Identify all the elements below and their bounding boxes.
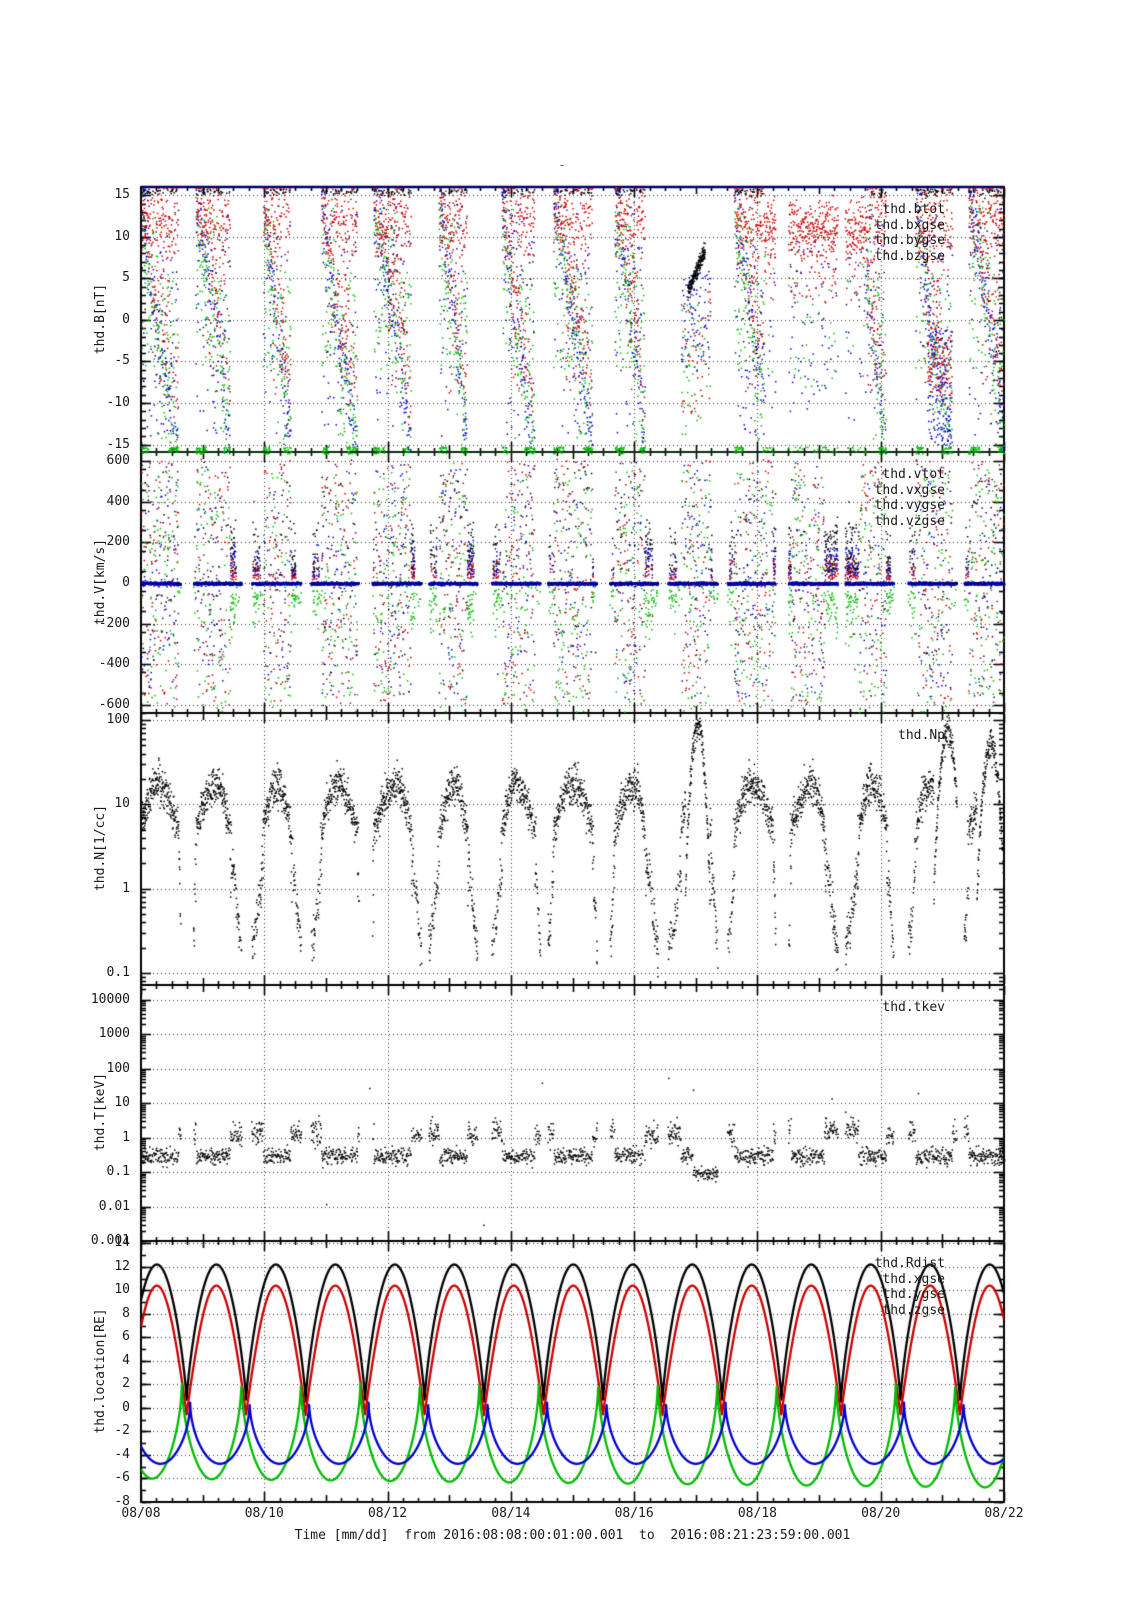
- y-tick-label: 1: [122, 880, 130, 896]
- x-tick-label: 08/14: [491, 1506, 531, 1521]
- y-tick-label: -4: [114, 1446, 130, 1462]
- y-tick-label: 0: [122, 311, 130, 327]
- legend-entry: thd.tkev: [882, 1000, 945, 1015]
- y-tick-label: 14: [114, 1235, 130, 1251]
- y-tick-label: 5: [122, 270, 130, 286]
- y-tick-label: 400: [106, 493, 130, 509]
- y-tick-label: -400: [98, 656, 130, 672]
- y-axis-label: thd.B[nT]: [93, 283, 108, 354]
- y-tick-label: 10: [114, 796, 130, 812]
- y-tick-label: 12: [114, 1258, 130, 1274]
- y-tick-label: -2: [114, 1423, 130, 1439]
- x-tick-label: 08/18: [737, 1506, 777, 1521]
- legend-entry: thd.zgse: [882, 1302, 945, 1318]
- y-axis-label: thd.N[1/cc]: [93, 804, 108, 892]
- legend-entry: thd.bzgse: [874, 248, 945, 264]
- legend-entry: thd.bxgse: [874, 217, 945, 233]
- y-tick-label: 0.1: [106, 1164, 130, 1180]
- y-tick-label: 1000: [98, 1026, 130, 1042]
- y-tick-label: 0: [122, 575, 130, 590]
- y-tick-label: 0: [122, 1399, 130, 1415]
- y-tick-label: 15: [114, 187, 130, 203]
- legend-entry: thd.xgse: [882, 1271, 945, 1287]
- y-tick-label: 8: [122, 1305, 130, 1321]
- y-tick-label: 0.01: [98, 1198, 130, 1214]
- x-tick-label: 08/08: [121, 1506, 161, 1521]
- y-tick-label: 100: [106, 711, 130, 727]
- y-tick-label: -200: [98, 615, 130, 631]
- y-tick-label: 0.1: [106, 964, 130, 980]
- legend-entry: thd.vygse: [874, 498, 945, 513]
- y-axis-label: thd.location[RE]: [93, 1307, 108, 1434]
- y-tick-label: 10000: [90, 991, 130, 1007]
- y-tick-label: -10: [106, 394, 130, 410]
- y-tick-label: 1: [122, 1129, 130, 1145]
- y-tick-label: 200: [106, 534, 130, 550]
- y-tick-label: -5: [114, 353, 130, 369]
- legend-entry: thd.Np: [898, 728, 945, 743]
- y-axis-label: thd.T[keV]: [93, 1072, 108, 1152]
- y-tick-label: -6: [114, 1470, 130, 1486]
- y-tick-label: 4: [122, 1352, 130, 1368]
- y-tick-label: 10: [114, 1282, 130, 1298]
- legend-entry: thd.vzgse: [874, 513, 945, 529]
- legend-entry: thd.vtot: [882, 467, 945, 482]
- x-tick-label: 08/20: [861, 1506, 901, 1521]
- figure-title: -: [558, 158, 566, 173]
- legend-entry: thd.bygse: [874, 233, 945, 248]
- y-tick-label: -15: [106, 436, 130, 452]
- legend-entry: thd.ygse: [882, 1287, 945, 1302]
- y-tick-label: 10: [114, 228, 130, 244]
- y-tick-label: 100: [106, 1060, 130, 1076]
- x-tick-label: 08/16: [614, 1506, 654, 1521]
- x-tick-label: 08/12: [367, 1506, 408, 1521]
- y-tick-label: 600: [106, 453, 130, 469]
- x-axis-title: Time [mm/dd] from 2016:08:08:00:01:00.00…: [294, 1528, 851, 1543]
- y-tick-label: 6: [122, 1329, 130, 1345]
- y-tick-label: 2: [122, 1376, 130, 1392]
- y-axis-label: thd.V[km/s]: [93, 538, 108, 625]
- legend-entry: thd.Rdist: [874, 1256, 945, 1271]
- y-tick-label: 10: [114, 1095, 130, 1111]
- x-tick-label: 08/22: [984, 1506, 1024, 1521]
- legend-entry: thd.vxgse: [874, 482, 945, 498]
- x-tick-label: 08/10: [244, 1506, 284, 1521]
- y-tick-label: 0.001: [90, 1233, 130, 1248]
- legend-entry: thd.btot: [882, 202, 945, 217]
- y-tick-label: -600: [98, 696, 130, 712]
- y-tick-label: -8: [114, 1494, 130, 1509]
